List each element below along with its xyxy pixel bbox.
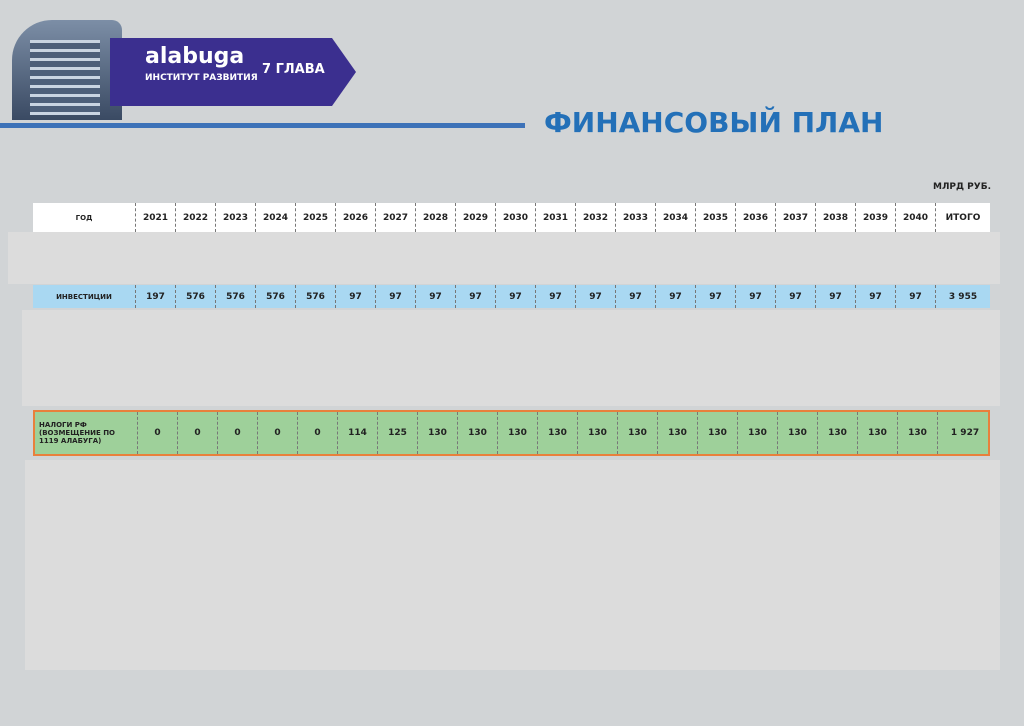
- building-windows: [30, 40, 100, 115]
- cell: 2030: [495, 203, 535, 232]
- cell: 130: [657, 412, 697, 454]
- cell: 576: [175, 285, 215, 308]
- row: ИНВЕСТИЦИИ 197 576 576 576 576 97 97 97 97 97 97 97 9…: [33, 285, 990, 308]
- row: НАЛОГИ РФ (ВОЗМЕЩЕНИЕ ПО 1119 АЛАБУГА) 0 0…: [33, 410, 990, 456]
- cell: 130: [497, 412, 537, 454]
- cell: 2025: [295, 203, 335, 232]
- cell: 2031: [535, 203, 575, 232]
- cell: 130: [777, 412, 817, 454]
- brand: alabuga: [145, 44, 245, 69]
- header-row: ГОД 2021 2022 2023 2024 2025 2026 2027 2028 2029 2…: [33, 203, 990, 232]
- cell: 2028: [415, 203, 455, 232]
- cell: 130: [897, 412, 937, 454]
- units: МЛРД РУБ.: [933, 182, 991, 192]
- cell: 2026: [335, 203, 375, 232]
- cell: 130: [737, 412, 777, 454]
- cell: 1 927: [937, 412, 992, 454]
- cell: 2021: [135, 203, 175, 232]
- cell: 2038: [815, 203, 855, 232]
- cell: 2040: [895, 203, 935, 232]
- cell: 0: [297, 412, 337, 454]
- row-label: НАЛОГИ РФ (ВОЗМЕЩЕНИЕ ПО 1119 АЛАБУГА): [39, 421, 116, 445]
- cell: 2024: [255, 203, 295, 232]
- cell: 0: [177, 412, 217, 454]
- cell: 97: [735, 285, 775, 308]
- cell: 3 955: [935, 285, 990, 308]
- redacted: [8, 232, 1000, 284]
- cell: 2033: [615, 203, 655, 232]
- cell: 2036: [735, 203, 775, 232]
- cell: 0: [257, 412, 297, 454]
- cell: 97: [775, 285, 815, 308]
- cell: 2029: [455, 203, 495, 232]
- cell: 130: [817, 412, 857, 454]
- cell: 97: [695, 285, 735, 308]
- cell: 97: [455, 285, 495, 308]
- cell: 97: [895, 285, 935, 308]
- cell: 130: [617, 412, 657, 454]
- cell: 0: [137, 412, 177, 454]
- chapter: 7 ГЛАВА: [262, 62, 325, 77]
- cell: 2032: [575, 203, 615, 232]
- brand-sub: ИНСТИТУТ РАЗВИТИЯ: [145, 73, 258, 83]
- cell: 97: [815, 285, 855, 308]
- cell: 576: [215, 285, 255, 308]
- cell: 130: [577, 412, 617, 454]
- row-label: ИНВЕСТИЦИИ: [56, 292, 112, 301]
- cell: 97: [615, 285, 655, 308]
- cell: 97: [335, 285, 375, 308]
- cell: 0: [217, 412, 257, 454]
- redacted: [22, 310, 1000, 406]
- page-title: ФИНАНСОВЫЙ ПЛАН: [544, 106, 884, 139]
- cell: 97: [655, 285, 695, 308]
- cell: 197: [135, 285, 175, 308]
- cell: 2023: [215, 203, 255, 232]
- row-label: ГОД: [75, 213, 93, 222]
- cell: 97: [415, 285, 455, 308]
- cell: 130: [417, 412, 457, 454]
- cell: 576: [255, 285, 295, 308]
- cell: 130: [857, 412, 897, 454]
- cell: 114: [337, 412, 377, 454]
- cell: 2027: [375, 203, 415, 232]
- cell: 2022: [175, 203, 215, 232]
- cell: 130: [457, 412, 497, 454]
- cell: 130: [537, 412, 577, 454]
- cell: 97: [535, 285, 575, 308]
- cell: 130: [697, 412, 737, 454]
- redacted: [25, 460, 1000, 670]
- cell: 2034: [655, 203, 695, 232]
- cell: 2039: [855, 203, 895, 232]
- cell: 576: [295, 285, 335, 308]
- cell: 2035: [695, 203, 735, 232]
- cell: 97: [375, 285, 415, 308]
- banner: [110, 38, 356, 106]
- cell: 97: [575, 285, 615, 308]
- cell: 2037: [775, 203, 815, 232]
- cell: 125: [377, 412, 417, 454]
- cell: ИТОГО: [935, 203, 990, 232]
- cell: 97: [495, 285, 535, 308]
- rule: [0, 123, 525, 128]
- cell: 97: [855, 285, 895, 308]
